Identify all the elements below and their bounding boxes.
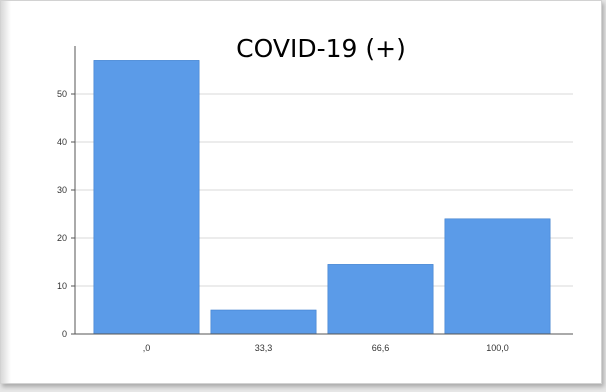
y-tick-label: 10 (57, 281, 67, 291)
y-tick-labels: 0 10 20 30 40 50 (57, 89, 75, 339)
y-tick-label: 40 (57, 137, 67, 147)
x-tick-label: 33,3 (255, 343, 273, 353)
y-tick-label: 50 (57, 89, 67, 99)
bar (327, 264, 434, 335)
x-tick-label: ,0 (143, 343, 151, 353)
chart-frame: 0 10 20 30 40 50 ,0 33,3 66,6 100,0 COVID-19 (+) (0, 0, 602, 384)
chart-title: COVID-19 (+) (236, 34, 406, 63)
bar (444, 218, 551, 335)
bars (93, 60, 551, 335)
bar (93, 60, 200, 335)
x-tick-labels: ,0 33,3 66,6 100,0 (143, 343, 509, 353)
x-tick-label: 66,6 (372, 343, 390, 353)
y-tick-label: 20 (57, 233, 67, 243)
y-tick-label: 0 (62, 329, 67, 339)
bar (210, 309, 317, 335)
y-tick-label: 30 (57, 185, 67, 195)
x-tick-label: 100,0 (486, 343, 509, 353)
